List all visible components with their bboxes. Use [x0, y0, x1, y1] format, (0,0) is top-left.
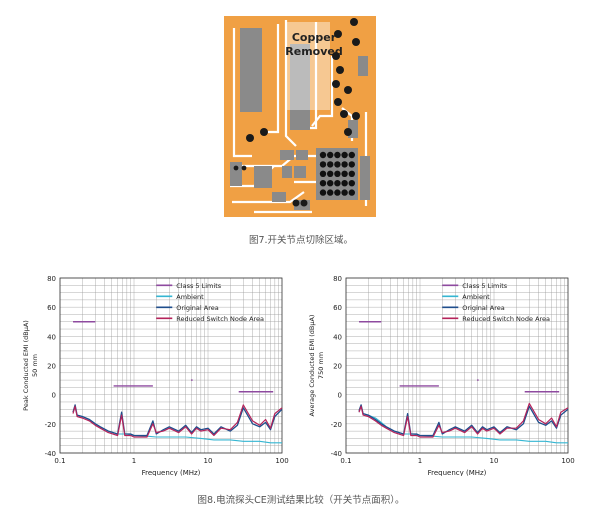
legend-label: Class 5 Limits: [462, 282, 507, 290]
bga-ball: [348, 180, 355, 187]
y-tick-label: -40: [45, 450, 56, 458]
figure-7-caption: 图7.开关节点切除区域。: [248, 235, 354, 246]
bga-ball: [334, 161, 341, 168]
y-tick-label: 20: [333, 363, 342, 371]
chart-legend: Class 5 Limits Ambient Original Area Reduce…: [442, 282, 550, 323]
y-tick-label: 60: [333, 304, 342, 312]
bga-ball: [348, 161, 355, 168]
legend-label: Reduced Switch Node Area: [462, 315, 550, 323]
chart-peak-conducted-emi: -40 -20 0 20 40 60 80 0.1 1 10 100 Frequency (MHz) P…: [22, 275, 289, 476]
y-axis-label: Average Conducted EMI (dBµA): [308, 315, 316, 417]
bga-ball: [334, 180, 341, 187]
bga-ball: [341, 151, 348, 159]
series-line-original-area: [72, 404, 283, 437]
pcb-vias: [233, 18, 360, 207]
x-tick-label: 1: [418, 457, 422, 465]
grid-lines: [59, 277, 282, 454]
plot-frame: [345, 277, 569, 454]
bga-ball: [327, 161, 334, 168]
x-tick-label: 10: [204, 457, 213, 465]
bga-ball: [334, 170, 341, 177]
pcb-bga-balls: [319, 151, 355, 196]
x-axis-label: Frequency (MHz): [428, 469, 487, 476]
chart-legend: Class 5 Limits Ambient Original Area Reduce…: [156, 282, 264, 323]
bga-ball: [348, 189, 355, 196]
y-tick-label: -20: [45, 421, 56, 429]
y-tick-label: 40: [47, 333, 56, 341]
y-axis-label: Peak Conducted EMI (dBµA): [22, 320, 30, 411]
series-line-original-area: [358, 404, 569, 437]
series-line-reduced-switch-node-area: [72, 404, 283, 438]
x-tick-label: 100: [561, 457, 574, 465]
bga-ball: [348, 151, 355, 159]
bga-ball: [341, 189, 348, 196]
y-tick-label: 60: [47, 304, 56, 312]
bga-ball: [327, 180, 334, 187]
x-axis-label: Frequency (MHz): [142, 469, 201, 476]
legend-label: Reduced Switch Node Area: [176, 315, 264, 323]
bga-ball: [334, 151, 341, 159]
legend-label: Ambient: [462, 293, 490, 301]
copper-removed-label-line2: Removed: [285, 45, 342, 58]
bga-ball: [319, 161, 327, 168]
series-line-reduced-switch-node-area: [358, 402, 569, 438]
y-tick-label: 20: [47, 363, 56, 371]
bga-ball: [319, 151, 327, 159]
chart-average-conducted-emi: -40 -20 0 20 40 60 80 0.1 1 10 100 Frequency (MHz) A…: [308, 275, 575, 476]
y-tick-label: 40: [333, 333, 342, 341]
bga-ball: [327, 151, 334, 159]
y-tick-label: 0: [52, 392, 56, 400]
bga-ball: [348, 170, 355, 177]
figure-8-caption: 图8.电流探头CE测试结果比较（开关节点面积）。: [197, 495, 405, 506]
y-axis-sublabel: 50 mm: [31, 354, 39, 377]
bga-ball: [341, 161, 348, 168]
bga-ball: [341, 180, 348, 187]
y-axis-sublabel: 750 mm: [317, 352, 325, 379]
x-tick-label: 0.1: [54, 457, 65, 465]
x-tick-label: 0.1: [340, 457, 351, 465]
y-tick-label: 0: [338, 392, 342, 400]
bga-ball: [334, 189, 341, 196]
bga-ball: [319, 189, 327, 196]
plot-frame: [59, 277, 283, 454]
legend-label: Ambient: [176, 293, 204, 301]
bga-ball: [341, 170, 348, 177]
copper-removed-area: [286, 22, 330, 110]
legend-label: Original Area: [462, 304, 504, 312]
legend-label: Original Area: [176, 304, 218, 312]
bga-ball: [327, 170, 334, 177]
x-tick-label: 10: [490, 457, 499, 465]
y-tick-label: -20: [331, 421, 342, 429]
legend-label: Class 5 Limits: [176, 282, 221, 290]
y-tick-label: -40: [331, 450, 342, 458]
bga-ball: [327, 189, 334, 196]
x-tick-label: 100: [275, 457, 288, 465]
grid-lines: [345, 277, 568, 454]
pcb-switch-node-figure: Copper Removed: [224, 16, 376, 217]
bga-ball: [319, 180, 327, 187]
copper-removed-label-line1: Copper: [292, 31, 337, 44]
y-tick-label: 80: [333, 275, 342, 283]
x-tick-label: 1: [132, 457, 136, 465]
bga-ball: [319, 170, 327, 177]
y-tick-label: 80: [47, 275, 56, 283]
